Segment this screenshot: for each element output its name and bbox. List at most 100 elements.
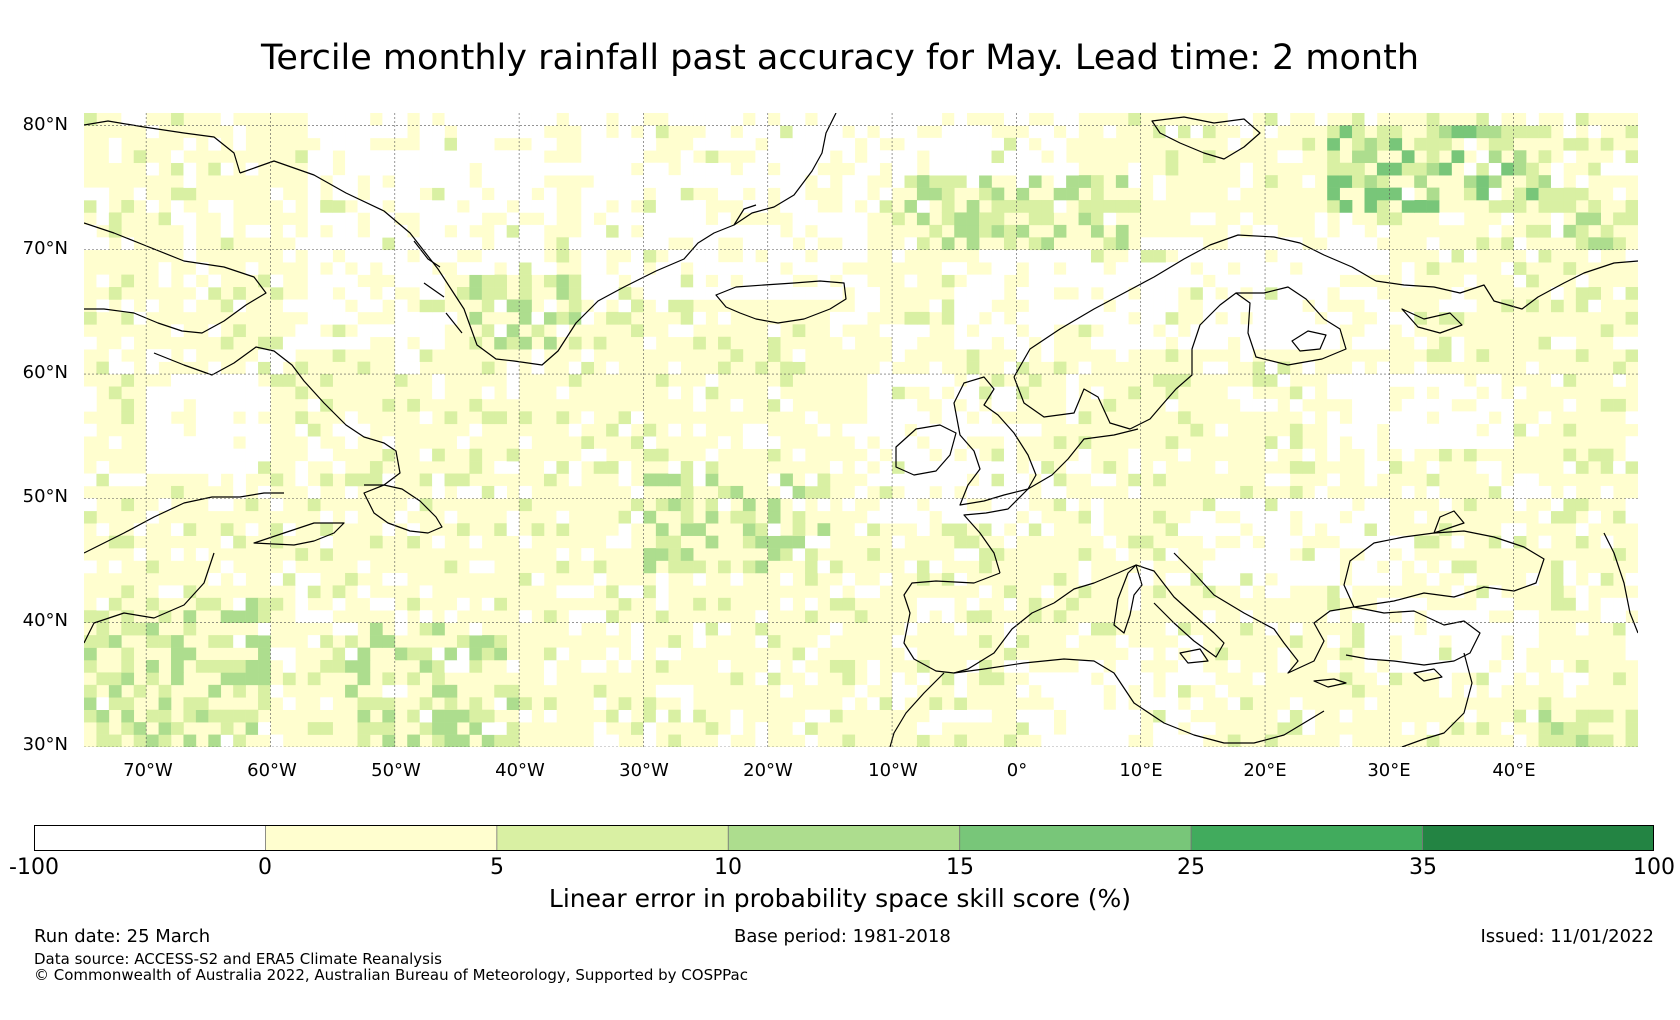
skill-cell (742, 249, 756, 263)
skill-cell (357, 734, 371, 747)
skill-cell (1513, 150, 1527, 164)
skill-cell (1302, 560, 1316, 574)
skill-cell (146, 299, 159, 313)
skill-cell (171, 647, 184, 661)
skill-cell (543, 709, 557, 723)
skill-cell (1265, 510, 1278, 524)
skill-cell (270, 498, 284, 512)
skill-cell (755, 734, 769, 747)
skill-cell (1327, 635, 1340, 648)
skill-cell (1289, 249, 1303, 263)
skill-cell (1364, 249, 1378, 263)
skill-cell (1563, 684, 1577, 698)
skill-cell (1090, 224, 1104, 238)
skill-cell (1277, 647, 1291, 661)
skill-cell (1339, 311, 1353, 325)
skill-cell (1327, 249, 1340, 263)
skill-cell (1600, 398, 1614, 412)
skill-cell (979, 287, 992, 300)
skill-cell (1240, 398, 1253, 412)
skill-cell (966, 361, 980, 375)
skill-cell (979, 187, 992, 201)
skill-cell (432, 684, 445, 698)
skill-cell (1352, 398, 1365, 412)
skill-cell (108, 436, 122, 449)
skill-cell (742, 175, 756, 188)
skill-cell (705, 150, 719, 164)
skill-cell (258, 610, 271, 623)
skill-cell (1277, 262, 1291, 275)
skill-cell (606, 423, 619, 437)
skill-cell (1488, 200, 1502, 213)
skill-cell (419, 349, 433, 362)
skill-cell (1240, 572, 1253, 586)
skill-cell (382, 722, 396, 735)
skill-cell (1314, 498, 1328, 512)
skill-cell (1401, 374, 1415, 387)
skill-cell (904, 200, 918, 213)
skill-cell (1302, 262, 1316, 275)
skill-cell (506, 187, 520, 201)
skill-cell (320, 473, 333, 487)
skill-cell (705, 262, 719, 275)
skill-cell (1041, 709, 1054, 723)
skill-cell (693, 162, 706, 176)
skill-cell (1339, 374, 1353, 387)
skill-cell (494, 336, 507, 350)
skill-cell (829, 622, 843, 636)
skill-cell (954, 113, 967, 126)
skill-cell (1376, 324, 1390, 338)
skill-cell (643, 336, 657, 350)
skill-cell (369, 622, 383, 636)
skill-cell (581, 150, 595, 164)
skill-cell (718, 361, 731, 375)
skill-cell (220, 635, 234, 648)
skill-cell (668, 324, 682, 338)
skill-cell (1066, 597, 1079, 611)
skill-cell (705, 125, 719, 139)
skill-cell (718, 311, 731, 325)
skill-cell (1003, 324, 1017, 338)
skill-cell (904, 137, 918, 151)
skill-cell (705, 722, 719, 735)
skill-cell (618, 311, 632, 325)
skill-cell (282, 560, 296, 574)
skill-cell (1041, 212, 1054, 226)
skill-cell (593, 734, 607, 747)
skill-cell (705, 386, 719, 400)
coast-white-sea (1401, 308, 1463, 334)
skill-cell (307, 187, 321, 201)
skill-cell (1128, 274, 1142, 288)
skill-cell (183, 448, 197, 462)
skill-score-map[interactable] (84, 113, 1638, 747)
skill-cell (954, 162, 967, 176)
skill-cell (1103, 324, 1117, 338)
skill-cell (1588, 448, 1601, 462)
skill-cell (1252, 224, 1266, 238)
skill-cell (1178, 374, 1191, 387)
skill-cell (419, 113, 433, 126)
skill-cell (1090, 622, 1104, 636)
skill-cell (606, 311, 619, 325)
skill-cell (1414, 436, 1427, 449)
skill-cell (1352, 535, 1365, 549)
skill-cell (432, 659, 445, 673)
skill-cell (1240, 485, 1253, 499)
skill-cell (581, 212, 595, 226)
skill-cell (606, 175, 619, 188)
skill-cell (1165, 287, 1179, 300)
skill-cell (1028, 249, 1042, 263)
skill-cell (1090, 311, 1104, 325)
skill-cell (394, 361, 408, 375)
skill-cell (1066, 311, 1079, 325)
skill-cell (1041, 585, 1054, 599)
skill-cell (1289, 436, 1303, 449)
skill-cell (1078, 274, 1092, 288)
skill-cell (108, 212, 122, 226)
skill-cell (108, 349, 122, 362)
skill-cell (966, 224, 980, 238)
skill-cell (842, 697, 856, 710)
coast-black-sea (1343, 530, 1545, 608)
skill-cell (954, 336, 967, 350)
skill-cell (1550, 299, 1564, 313)
